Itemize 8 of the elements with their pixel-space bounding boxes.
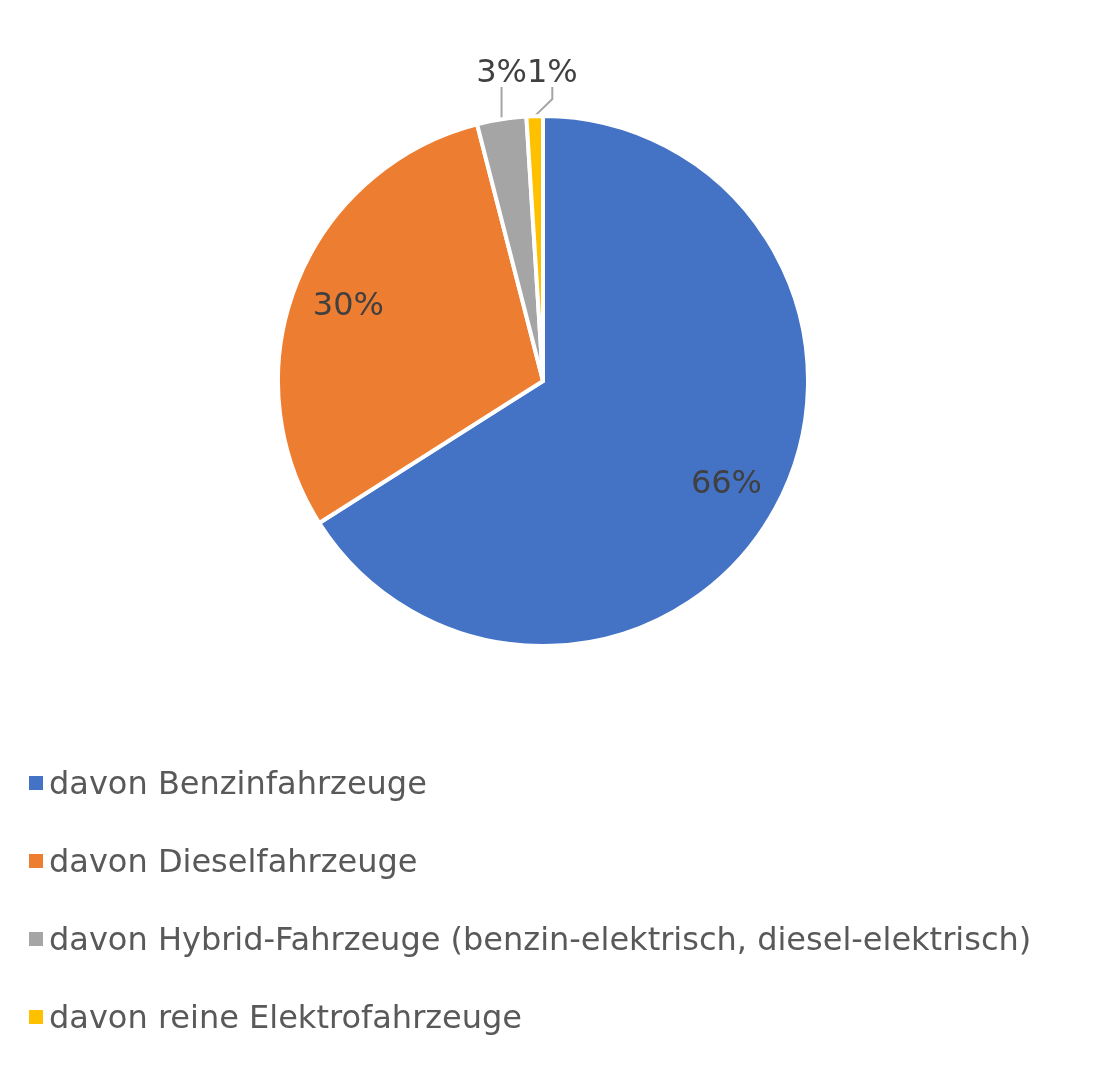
legend-label: davon Dieselfahrzeuge <box>49 842 418 880</box>
data-label: 3% <box>476 52 527 90</box>
data-label: 66% <box>690 462 763 501</box>
legend-label: davon reine Elektrofahrzeuge <box>49 998 523 1036</box>
data-label: 30% <box>312 284 384 323</box>
legend-label: davon Hybrid-Fahrzeuge (benzin-elektrisch, diesel-elektrisch) <box>49 920 1032 958</box>
data-label: 1% <box>526 52 578 90</box>
legend-label: davon Benzinfahrzeuge <box>49 764 427 802</box>
